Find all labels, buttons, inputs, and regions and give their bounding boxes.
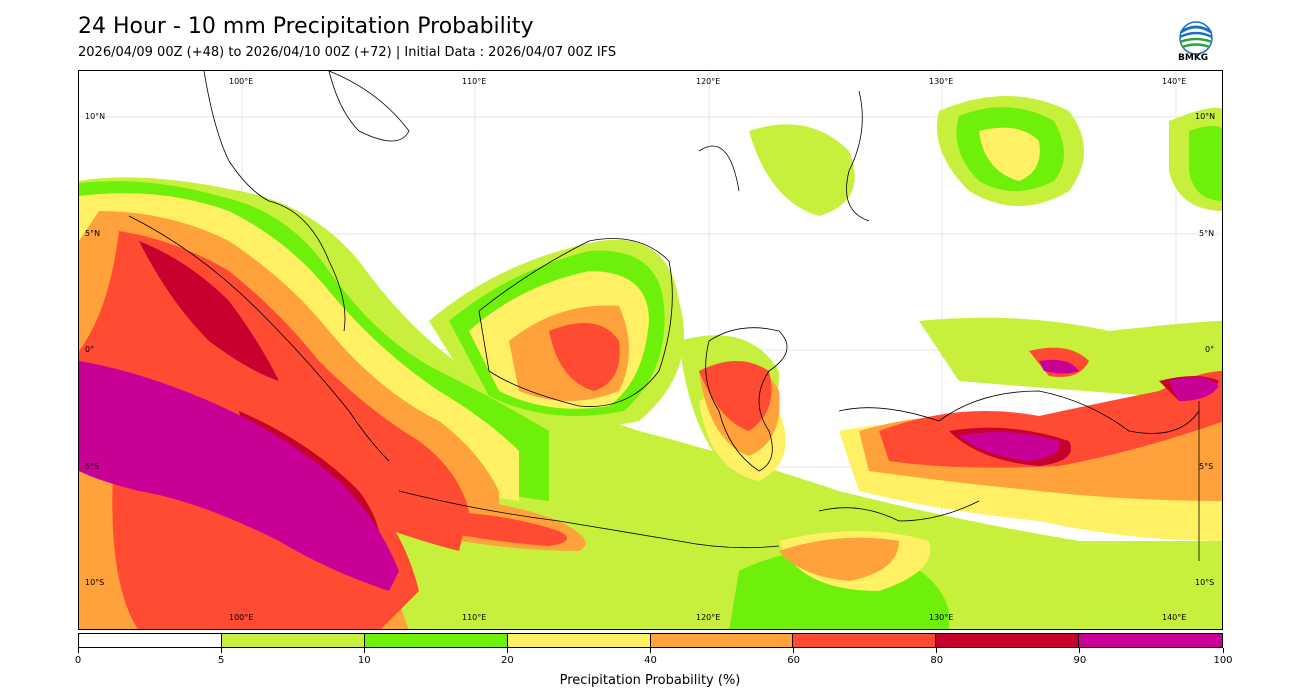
colorbar-segment (1079, 634, 1222, 647)
colorbar (78, 633, 1223, 648)
lon-label-bottom-100: 100°E (229, 613, 254, 622)
lon-label-bottom-130: 130°E (929, 613, 954, 622)
colorbar-segment (221, 634, 365, 647)
lat-label-right-10n: 10°N (1195, 112, 1216, 121)
colorbar-segment (364, 634, 508, 647)
lat-label-left-5s: 5°S (85, 462, 100, 471)
lon-label-top-100: 100°E (229, 77, 254, 86)
lat-label-left-0: 0° (85, 345, 95, 354)
chart-title: 24 Hour - 10 mm Precipitation Probabilit… (78, 14, 534, 39)
colorbar-tick (650, 648, 651, 653)
lat-label-left-10s: 10°S (85, 578, 105, 587)
precipitation-map: 100°E 110°E 120°E 130°E 140°E 100°E 110°… (78, 70, 1223, 630)
colorbar-label: Precipitation Probability (%) (0, 673, 1300, 688)
colorbar-tick (506, 648, 508, 653)
lat-label-right-5n: 5°N (1199, 229, 1215, 238)
colorbar-tick (1222, 648, 1224, 653)
colorbar-segment (507, 634, 651, 647)
colorbar-tick (1079, 648, 1081, 653)
colorbar-tick-label: 20 (501, 655, 514, 666)
colorbar-segment (793, 634, 937, 647)
lon-label-top-140: 140°E (1162, 77, 1187, 86)
lat-label-left-10n: 10°N (85, 112, 106, 121)
colorbar-tick-label: 80 (930, 655, 944, 666)
colorbar-segment (79, 634, 222, 647)
map-canvas (79, 71, 1222, 629)
colorbar-tick (793, 648, 795, 653)
colorbar-segment (936, 634, 1080, 647)
lon-label-bottom-140: 140°E (1162, 613, 1187, 622)
chart-subtitle: 2026/04/09 00Z (+48) to 2026/04/10 00Z (… (78, 45, 617, 60)
colorbar-tick-label: 5 (217, 655, 225, 666)
bmkg-logo-icon (1179, 21, 1213, 55)
lat-label-left-5n: 5°N (85, 229, 101, 238)
lon-label-top-110: 110°E (462, 77, 487, 86)
lon-label-top-120: 120°E (696, 77, 721, 86)
colorbar-tick-label: 100 (1213, 655, 1233, 666)
colorbar-tick (220, 648, 222, 653)
colorbar-label-text: Precipitation Probability (%) (559, 673, 741, 688)
logo-text: BMKG (1178, 53, 1209, 63)
lon-label-bottom-120: 120°E (696, 613, 721, 622)
colorbar-tick-label: 40 (644, 655, 657, 666)
colorbar-tick-label: 60 (787, 655, 800, 666)
colorbar-tick (363, 648, 365, 653)
colorbar-tick-label: 90 (1073, 655, 1087, 666)
lat-label-right-0: 0° (1205, 345, 1215, 354)
lon-label-bottom-110: 110°E (462, 613, 487, 622)
colorbar-tick (77, 648, 79, 653)
lat-label-right-5s: 5°S (1199, 462, 1214, 471)
lat-label-right-10s: 10°S (1195, 578, 1215, 587)
colorbar-tick (936, 648, 938, 653)
lon-label-top-130: 130°E (929, 77, 954, 86)
colorbar-tick-label: 0 (74, 655, 82, 666)
colorbar-segment (650, 634, 794, 647)
colorbar-tick-label: 10 (357, 655, 371, 666)
